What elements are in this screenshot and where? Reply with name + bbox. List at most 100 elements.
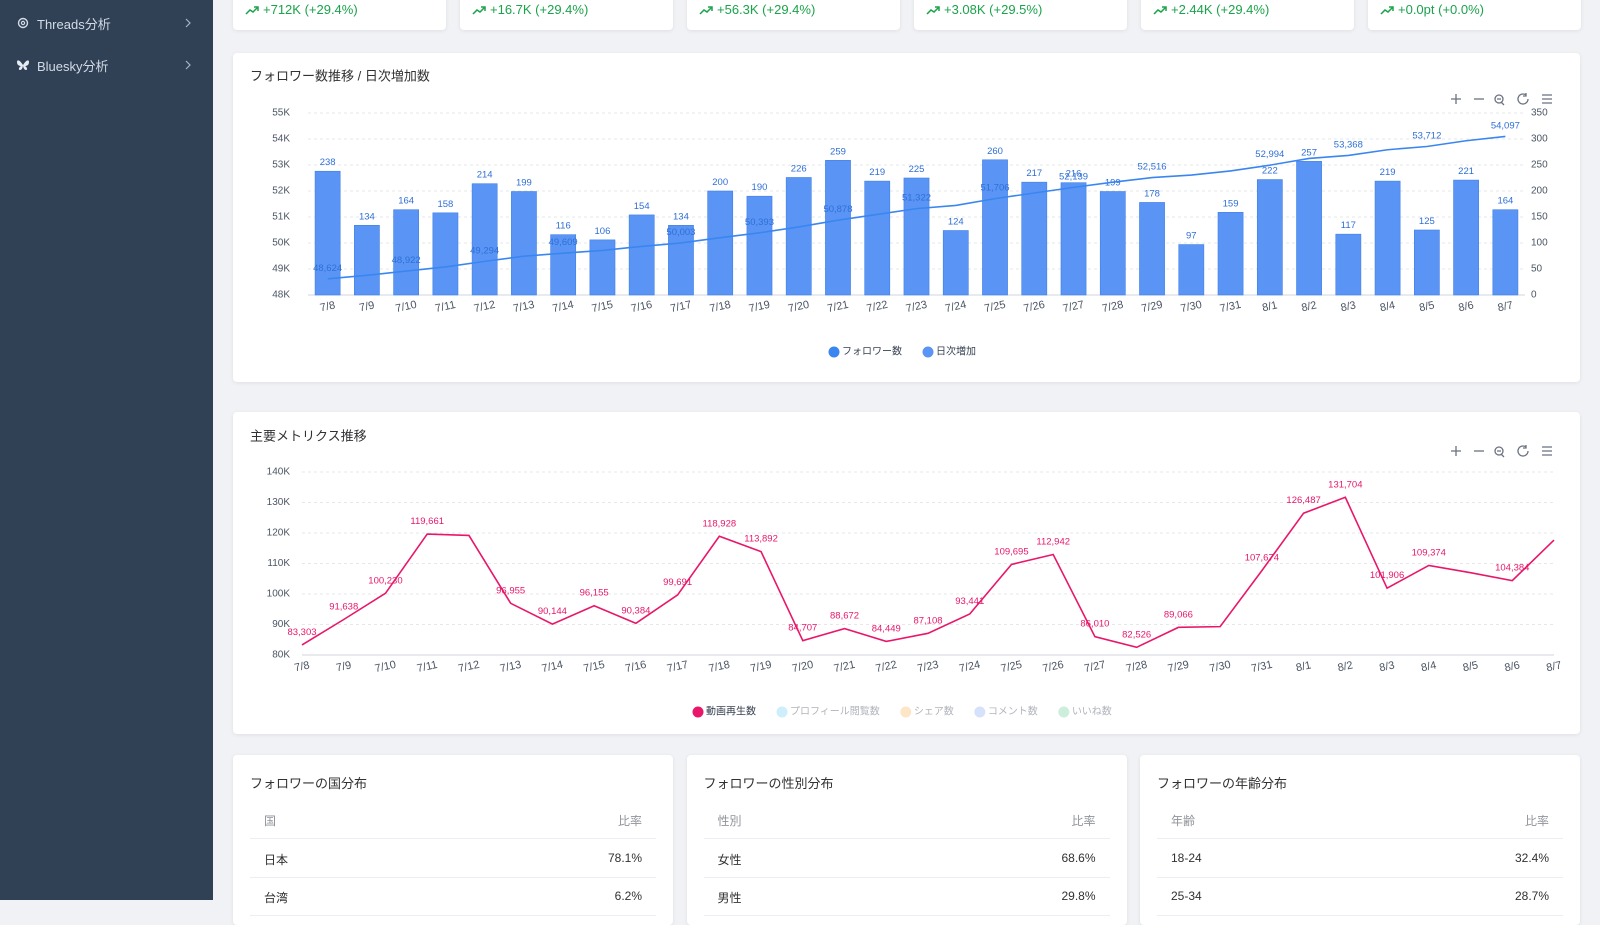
x-tick-label: 8/2: [1337, 659, 1354, 674]
line: [301, 496, 1555, 649]
legend-label: 動画再生数: [706, 705, 756, 718]
magnify-button[interactable]: [1494, 446, 1505, 458]
x-tick-label: 7/14: [551, 299, 574, 315]
point-label: 107,674: [1245, 553, 1279, 564]
legend-item[interactable]: 動画再生数: [692, 705, 757, 718]
bar-label: 116: [556, 221, 571, 232]
table-cell: 68.6%: [1061, 851, 1096, 865]
bar: [785, 177, 812, 296]
point-label: 118,928: [703, 518, 737, 529]
bar-label: 226: [791, 163, 807, 174]
y-tick-label: 140K: [267, 467, 291, 478]
bar: [354, 225, 380, 296]
x-tick-label: 8/2: [1300, 299, 1317, 314]
x-tick-label: 8/3: [1340, 299, 1357, 314]
bar-label: 221: [1458, 166, 1474, 177]
sidebar-item[interactable]: Threads分析: [0, 3, 213, 43]
bar-label: 164: [1497, 196, 1513, 207]
x-tick-label: 7/17: [666, 659, 689, 675]
legend-item[interactable]: コメント数: [974, 705, 1038, 718]
reset-button[interactable]: [1517, 445, 1529, 457]
threads-icon: [17, 17, 29, 29]
x-tick-label: 7/8: [293, 659, 310, 674]
x-tick-label: 8/4: [1420, 659, 1437, 674]
x-tick-label: 7/11: [416, 659, 439, 675]
point-label: 48,922: [392, 255, 421, 266]
bar: [942, 230, 969, 296]
menu-button[interactable]: [1542, 446, 1552, 456]
menu-button[interactable]: [1542, 94, 1552, 104]
point-label: 88,672: [830, 611, 859, 622]
x-tick-label: 8/3: [1378, 659, 1395, 674]
bar-label: 190: [752, 182, 768, 193]
legend-swatch: [922, 346, 934, 358]
bar-label: 214: [477, 170, 493, 181]
legend-item[interactable]: シェア数: [900, 705, 954, 718]
bar-label: 178: [1144, 188, 1160, 199]
summary-card: +712K (+29.4%): [233, 0, 446, 30]
reset-button[interactable]: [1517, 93, 1529, 105]
trend-icon: [245, 6, 259, 15]
x-tick-label: 7/20: [787, 299, 810, 315]
summary-card: +16.7K (+29.4%): [460, 0, 673, 30]
summary-card: +56.3K (+29.4%): [687, 0, 900, 30]
bar-label: 199: [1105, 178, 1121, 189]
bar: [511, 191, 537, 296]
x-tick-label: 7/31: [1219, 299, 1242, 315]
table-cell: 日本: [264, 853, 289, 867]
magnify-button[interactable]: [1494, 94, 1505, 106]
trend-icon: [1380, 6, 1394, 15]
summary-value: +3.08K (+29.5%): [944, 2, 1043, 17]
point-label: 90,384: [621, 605, 650, 616]
x-tick-label: 7/24: [958, 659, 981, 675]
x-tick-label: 7/10: [394, 299, 417, 315]
legend-item[interactable]: 日次増加: [922, 345, 977, 358]
bar-label: 164: [398, 196, 414, 207]
point-label: 84,707: [788, 623, 817, 634]
bar: [1374, 180, 1401, 296]
bar: [903, 177, 930, 296]
zoom-in-button[interactable]: [1451, 446, 1461, 456]
bluesky-icon: [17, 60, 29, 70]
x-tick-label: 7/9: [335, 659, 352, 674]
legend-item[interactable]: フォロワー数: [828, 345, 903, 358]
point-label: 109,695: [994, 546, 1028, 557]
table-title: フォロワーの性別分布: [703, 776, 834, 791]
x-tick-label: 7/26: [1041, 659, 1064, 675]
sidebar-item[interactable]: Bluesky分析: [0, 45, 213, 85]
point-label: 83,303: [287, 627, 316, 638]
bar-label: 106: [595, 226, 611, 237]
y-tick-label: 90K: [272, 619, 290, 630]
legend-label: シェア数: [914, 705, 954, 718]
header-cell: 国: [264, 814, 277, 828]
bar: [1178, 244, 1205, 296]
bar-label: 217: [1026, 168, 1042, 179]
x-tick-label: 7/18: [708, 659, 731, 675]
bar-label: 125: [1419, 216, 1435, 227]
y2-tick-label: 0: [1531, 290, 1537, 301]
x-tick-label: 7/25: [983, 299, 1006, 315]
x-tick-label: 7/31: [1250, 659, 1273, 675]
legend-label: フォロワー数: [842, 345, 902, 358]
bar: [550, 234, 577, 296]
bar: [864, 180, 891, 296]
trend-icon: [472, 6, 486, 15]
legend-item[interactable]: プロフィール閲覧数: [776, 705, 880, 718]
table-cell: 32.4%: [1514, 851, 1549, 865]
y-tick-label: 54K: [272, 134, 290, 145]
bar-label: 260: [987, 146, 1003, 157]
point-label: 82,526: [1122, 629, 1151, 640]
x-tick-label: 7/24: [944, 299, 967, 315]
x-tick-label: 7/28: [1101, 299, 1124, 315]
legend-item[interactable]: いいね数: [1058, 705, 1112, 718]
point-label: 52,516: [1138, 162, 1167, 173]
point-label: 48,624: [313, 263, 342, 274]
x-tick-label: 7/22: [865, 299, 888, 315]
y2-tick-label: 250: [1531, 160, 1548, 171]
bar: [1139, 202, 1165, 296]
table-title: フォロワーの国分布: [250, 776, 368, 791]
x-tick-label: 7/20: [791, 659, 814, 675]
y2-tick-label: 100: [1531, 238, 1548, 249]
bar: [825, 160, 851, 296]
zoom-in-button[interactable]: [1451, 94, 1461, 104]
